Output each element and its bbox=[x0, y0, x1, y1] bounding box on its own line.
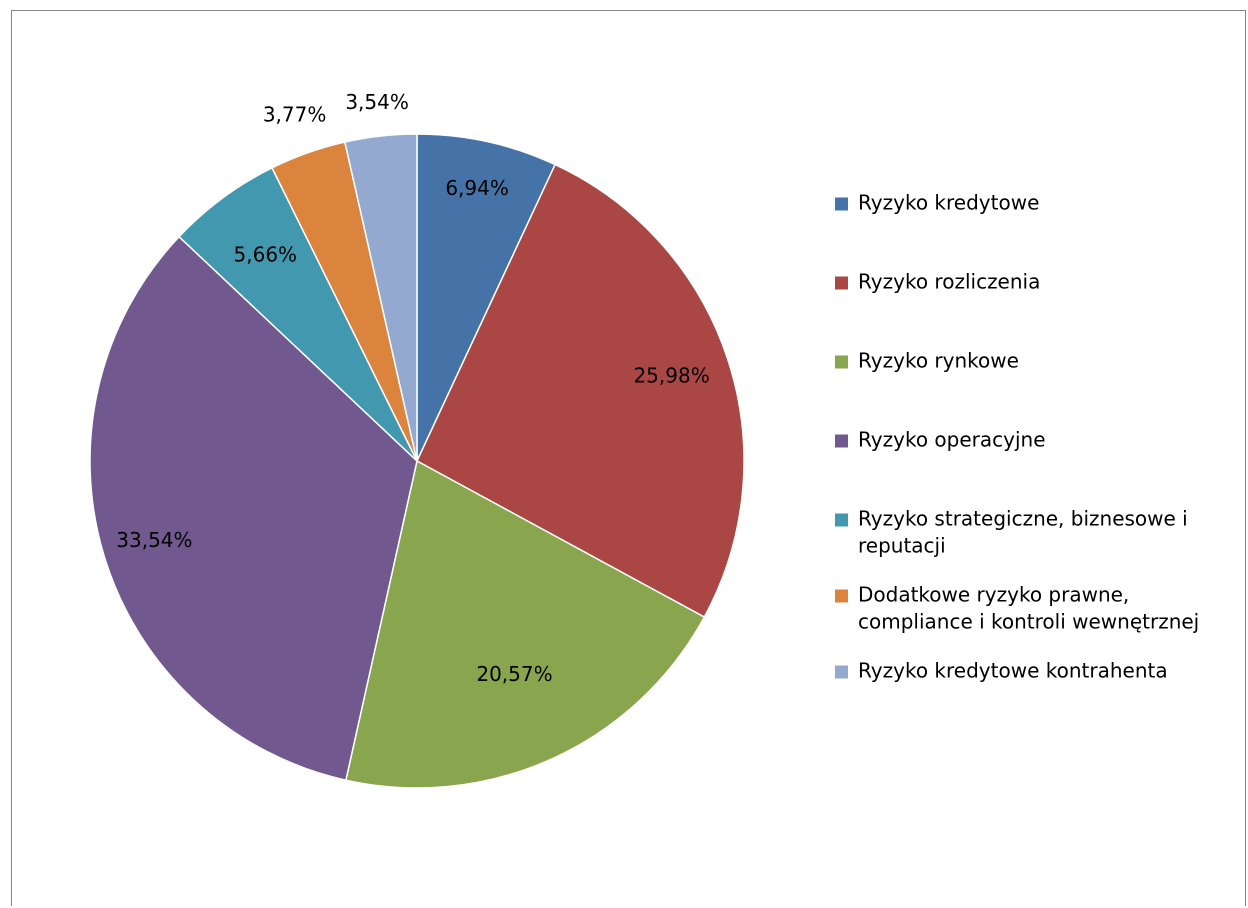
legend-label: compliance i kontroli wewnętrznej bbox=[858, 610, 1199, 634]
legend-item-ryzyko-kredytowe-kontrahenta: Ryzyko kredytowe kontrahenta bbox=[835, 659, 1168, 683]
legend-swatch bbox=[835, 197, 848, 211]
data-label-ryzyko-kredytowe-kontrahenta: 3,54% bbox=[345, 90, 409, 114]
legend: Ryzyko kredytowe Ryzyko rozliczenia Ryzyko… bbox=[835, 191, 1199, 683]
data-label-dodatkowe-ryzyko-prawne-compliance-i-kontroli-wewnetrznej: 3,77% bbox=[263, 102, 327, 126]
legend-item-ryzyko-operacyjne: Ryzyko operacyjne bbox=[835, 428, 1046, 452]
legend-label: Ryzyko kredytowe bbox=[858, 191, 1039, 215]
pie-slice-ryzyko-kredytowe-kontrahenta bbox=[343, 133, 418, 462]
legend-label: Ryzyko kredytowe kontrahenta bbox=[858, 659, 1168, 683]
pie-slice-ryzyko-rozliczenia bbox=[416, 163, 745, 619]
legend-swatch bbox=[835, 276, 848, 290]
legend-item-dodatkowe-ryzyko-prawne-compliance-i-kontroli-wewnetrznej: Dodatkowe ryzyko prawne, compliance i kon… bbox=[835, 583, 1199, 634]
data-label-ryzyko-kredytowe: 6,94% bbox=[445, 176, 509, 200]
data-label-ryzyko-rozliczenia: 25,98% bbox=[633, 364, 709, 388]
legend-item-ryzyko-strategiczne-biznesowe-i-reputacji: Ryzyko strategiczne, biznesowe i reputacj… bbox=[835, 507, 1188, 558]
legend-label: reputacji bbox=[858, 534, 946, 558]
legend-swatch bbox=[835, 434, 848, 448]
legend-item-ryzyko-rynkowe: Ryzyko rynkowe bbox=[835, 349, 1019, 373]
legend-label: Dodatkowe ryzyko prawne, bbox=[858, 583, 1129, 607]
pie-data-labels: 6,94% 25,98% 20,57% 33,54% 5,66% 3,77% 3,54% bbox=[116, 90, 709, 686]
legend-item-ryzyko-rozliczenia: Ryzyko rozliczenia bbox=[835, 270, 1040, 294]
data-label-ryzyko-strategiczne-biznesowe-i-reputacji: 5,66% bbox=[234, 243, 298, 267]
pie-slice-ryzyko-rynkowe bbox=[344, 459, 706, 789]
legend-swatch bbox=[835, 589, 848, 603]
pie-slice-ryzyko-kredytowe bbox=[416, 133, 557, 462]
legend-label: Ryzyko strategiczne, biznesowe i bbox=[858, 507, 1188, 531]
legend-swatch bbox=[835, 513, 848, 527]
legend-swatch bbox=[835, 665, 848, 679]
legend-label: Ryzyko operacyjne bbox=[858, 428, 1046, 452]
pie-slice-ryzyko-operacyjne bbox=[89, 235, 418, 782]
pie-slices bbox=[89, 133, 745, 789]
data-label-ryzyko-rynkowe: 20,57% bbox=[476, 662, 552, 686]
legend-swatch bbox=[835, 355, 848, 369]
data-label-ryzyko-operacyjne: 33,54% bbox=[116, 528, 192, 552]
legend-item-ryzyko-kredytowe: Ryzyko kredytowe bbox=[835, 191, 1039, 215]
legend-label: Ryzyko rozliczenia bbox=[858, 270, 1040, 294]
legend-label: Ryzyko rynkowe bbox=[858, 349, 1019, 373]
